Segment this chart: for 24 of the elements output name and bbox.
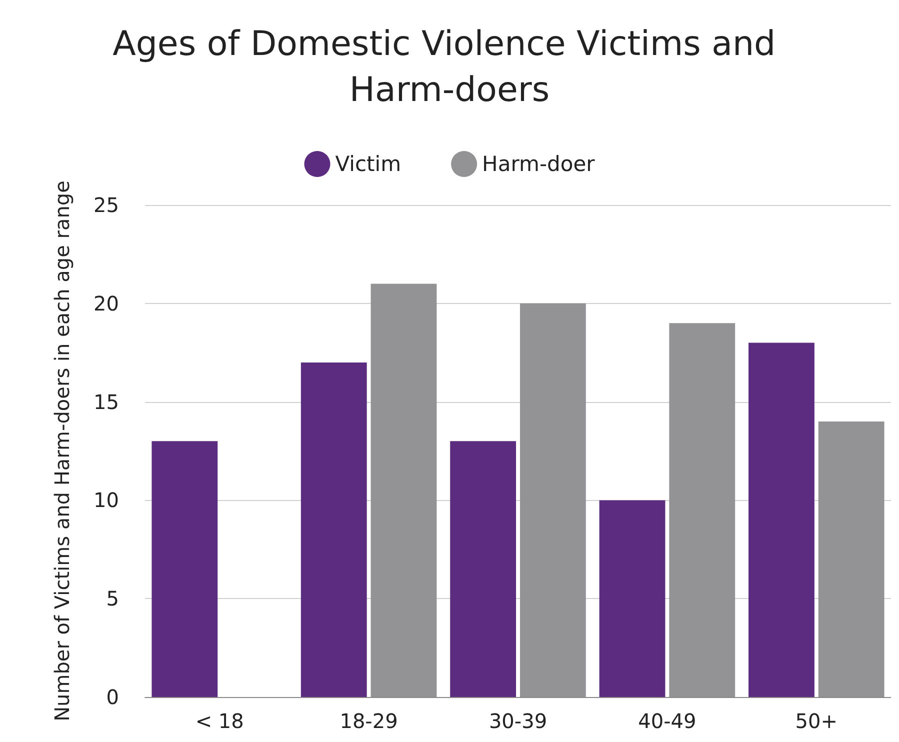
y-axis-title: Number of Victims and Harm-doers in each age range bbox=[50, 180, 74, 722]
x-tick-label: 50+ bbox=[795, 709, 838, 733]
y-tick-label: 25 bbox=[94, 193, 119, 217]
legend-label: Harm-doer bbox=[482, 152, 596, 176]
x-tick-label: < 18 bbox=[195, 709, 244, 733]
y-tick-label: 15 bbox=[94, 390, 119, 414]
bar bbox=[152, 441, 218, 697]
bar bbox=[300, 362, 367, 697]
bar bbox=[599, 500, 666, 697]
chart-title: Ages of Domestic Violence Victims and Harm-doers bbox=[112, 24, 786, 110]
bar bbox=[748, 342, 814, 697]
bar bbox=[520, 303, 586, 697]
bar bbox=[370, 284, 437, 697]
bar bbox=[669, 323, 736, 697]
bar bbox=[450, 441, 516, 697]
bar bbox=[818, 421, 884, 697]
y-tick-label: 0 bbox=[106, 685, 119, 709]
legend-label: Victim bbox=[335, 152, 402, 176]
y-tick-label: 5 bbox=[106, 586, 119, 611]
x-tick-label: 40-49 bbox=[638, 709, 696, 733]
x-tick-label: 18-29 bbox=[340, 709, 398, 733]
x-tick-label: 30-39 bbox=[488, 709, 548, 733]
y-tick-label: 10 bbox=[94, 488, 119, 512]
y-tick-label: 20 bbox=[94, 291, 119, 316]
